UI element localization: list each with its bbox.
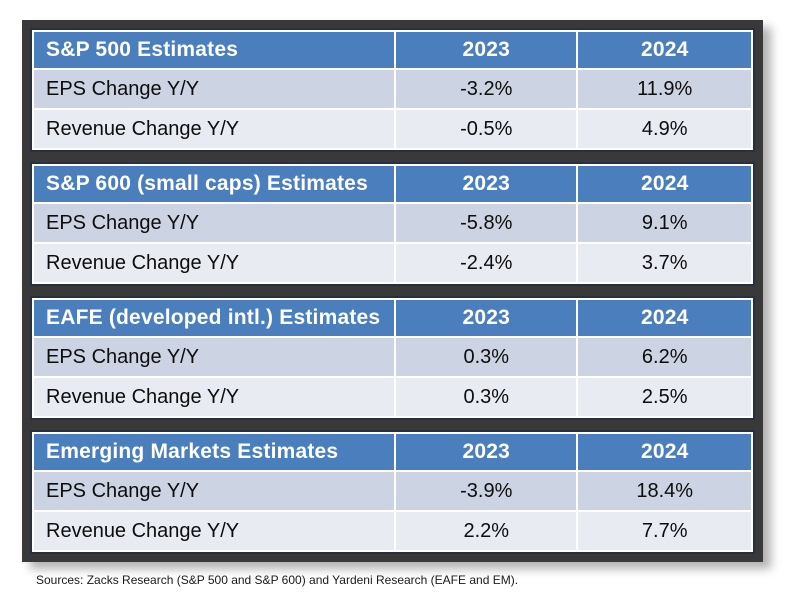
cell-value: 4.9% (578, 110, 751, 148)
cell-value: 0.3% (396, 378, 577, 416)
column-header-2024: 2024 (578, 434, 751, 470)
cell-value: 6.2% (578, 338, 751, 376)
row-label: Revenue Change Y/Y (34, 244, 395, 282)
cell-value: 7.7% (578, 512, 751, 550)
sp500-estimates-table: S&P 500 Estimates 2023 2024 EPS Change Y… (30, 28, 755, 152)
cell-value: 0.3% (396, 338, 577, 376)
column-header-2024: 2024 (578, 300, 751, 336)
table-title: Emerging Markets Estimates (34, 434, 395, 470)
estimates-board: S&P 500 Estimates 2023 2024 EPS Change Y… (22, 20, 763, 562)
row-label: EPS Change Y/Y (34, 338, 395, 376)
cell-value: -5.8% (396, 204, 577, 242)
row-label: EPS Change Y/Y (34, 204, 395, 242)
cell-value: -0.5% (396, 110, 577, 148)
table-title: S&P 500 Estimates (34, 32, 395, 68)
emerging-markets-estimates-table: Emerging Markets Estimates 2023 2024 EPS… (30, 430, 755, 554)
table-row: EPS Change Y/Y -5.8% 9.1% (34, 204, 751, 242)
eafe-estimates-table: EAFE (developed intl.) Estimates 2023 20… (30, 296, 755, 420)
table-row: EPS Change Y/Y -3.9% 18.4% (34, 472, 751, 510)
header-row: Emerging Markets Estimates 2023 2024 (34, 434, 751, 470)
sp600-estimates-table: S&P 600 (small caps) Estimates 2023 2024… (30, 162, 755, 286)
header-row: EAFE (developed intl.) Estimates 2023 20… (34, 300, 751, 336)
cell-value: 9.1% (578, 204, 751, 242)
cell-value: -3.9% (396, 472, 577, 510)
cell-value: 2.5% (578, 378, 751, 416)
cell-value: -2.4% (396, 244, 577, 282)
column-header-2023: 2023 (396, 32, 577, 68)
table-row: Revenue Change Y/Y -2.4% 3.7% (34, 244, 751, 282)
table-row: Revenue Change Y/Y -0.5% 4.9% (34, 110, 751, 148)
cell-value: -3.2% (396, 70, 577, 108)
row-label: Revenue Change Y/Y (34, 110, 395, 148)
table-row: EPS Change Y/Y -3.2% 11.9% (34, 70, 751, 108)
row-label: Revenue Change Y/Y (34, 378, 395, 416)
row-label: Revenue Change Y/Y (34, 512, 395, 550)
header-row: S&P 600 (small caps) Estimates 2023 2024 (34, 166, 751, 202)
column-header-2024: 2024 (578, 166, 751, 202)
table-row: Revenue Change Y/Y 2.2% 7.7% (34, 512, 751, 550)
header-row: S&P 500 Estimates 2023 2024 (34, 32, 751, 68)
table-row: Revenue Change Y/Y 0.3% 2.5% (34, 378, 751, 416)
column-header-2023: 2023 (396, 300, 577, 336)
column-header-2023: 2023 (396, 434, 577, 470)
cell-value: 18.4% (578, 472, 751, 510)
cell-value: 3.7% (578, 244, 751, 282)
column-header-2023: 2023 (396, 166, 577, 202)
table-title: EAFE (developed intl.) Estimates (34, 300, 395, 336)
sources-note: Sources: Zacks Research (S&P 500 and S&P… (36, 573, 519, 587)
table-title: S&P 600 (small caps) Estimates (34, 166, 395, 202)
cell-value: 11.9% (578, 70, 751, 108)
cell-value: 2.2% (396, 512, 577, 550)
table-row: EPS Change Y/Y 0.3% 6.2% (34, 338, 751, 376)
row-label: EPS Change Y/Y (34, 472, 395, 510)
column-header-2024: 2024 (578, 32, 751, 68)
row-label: EPS Change Y/Y (34, 70, 395, 108)
